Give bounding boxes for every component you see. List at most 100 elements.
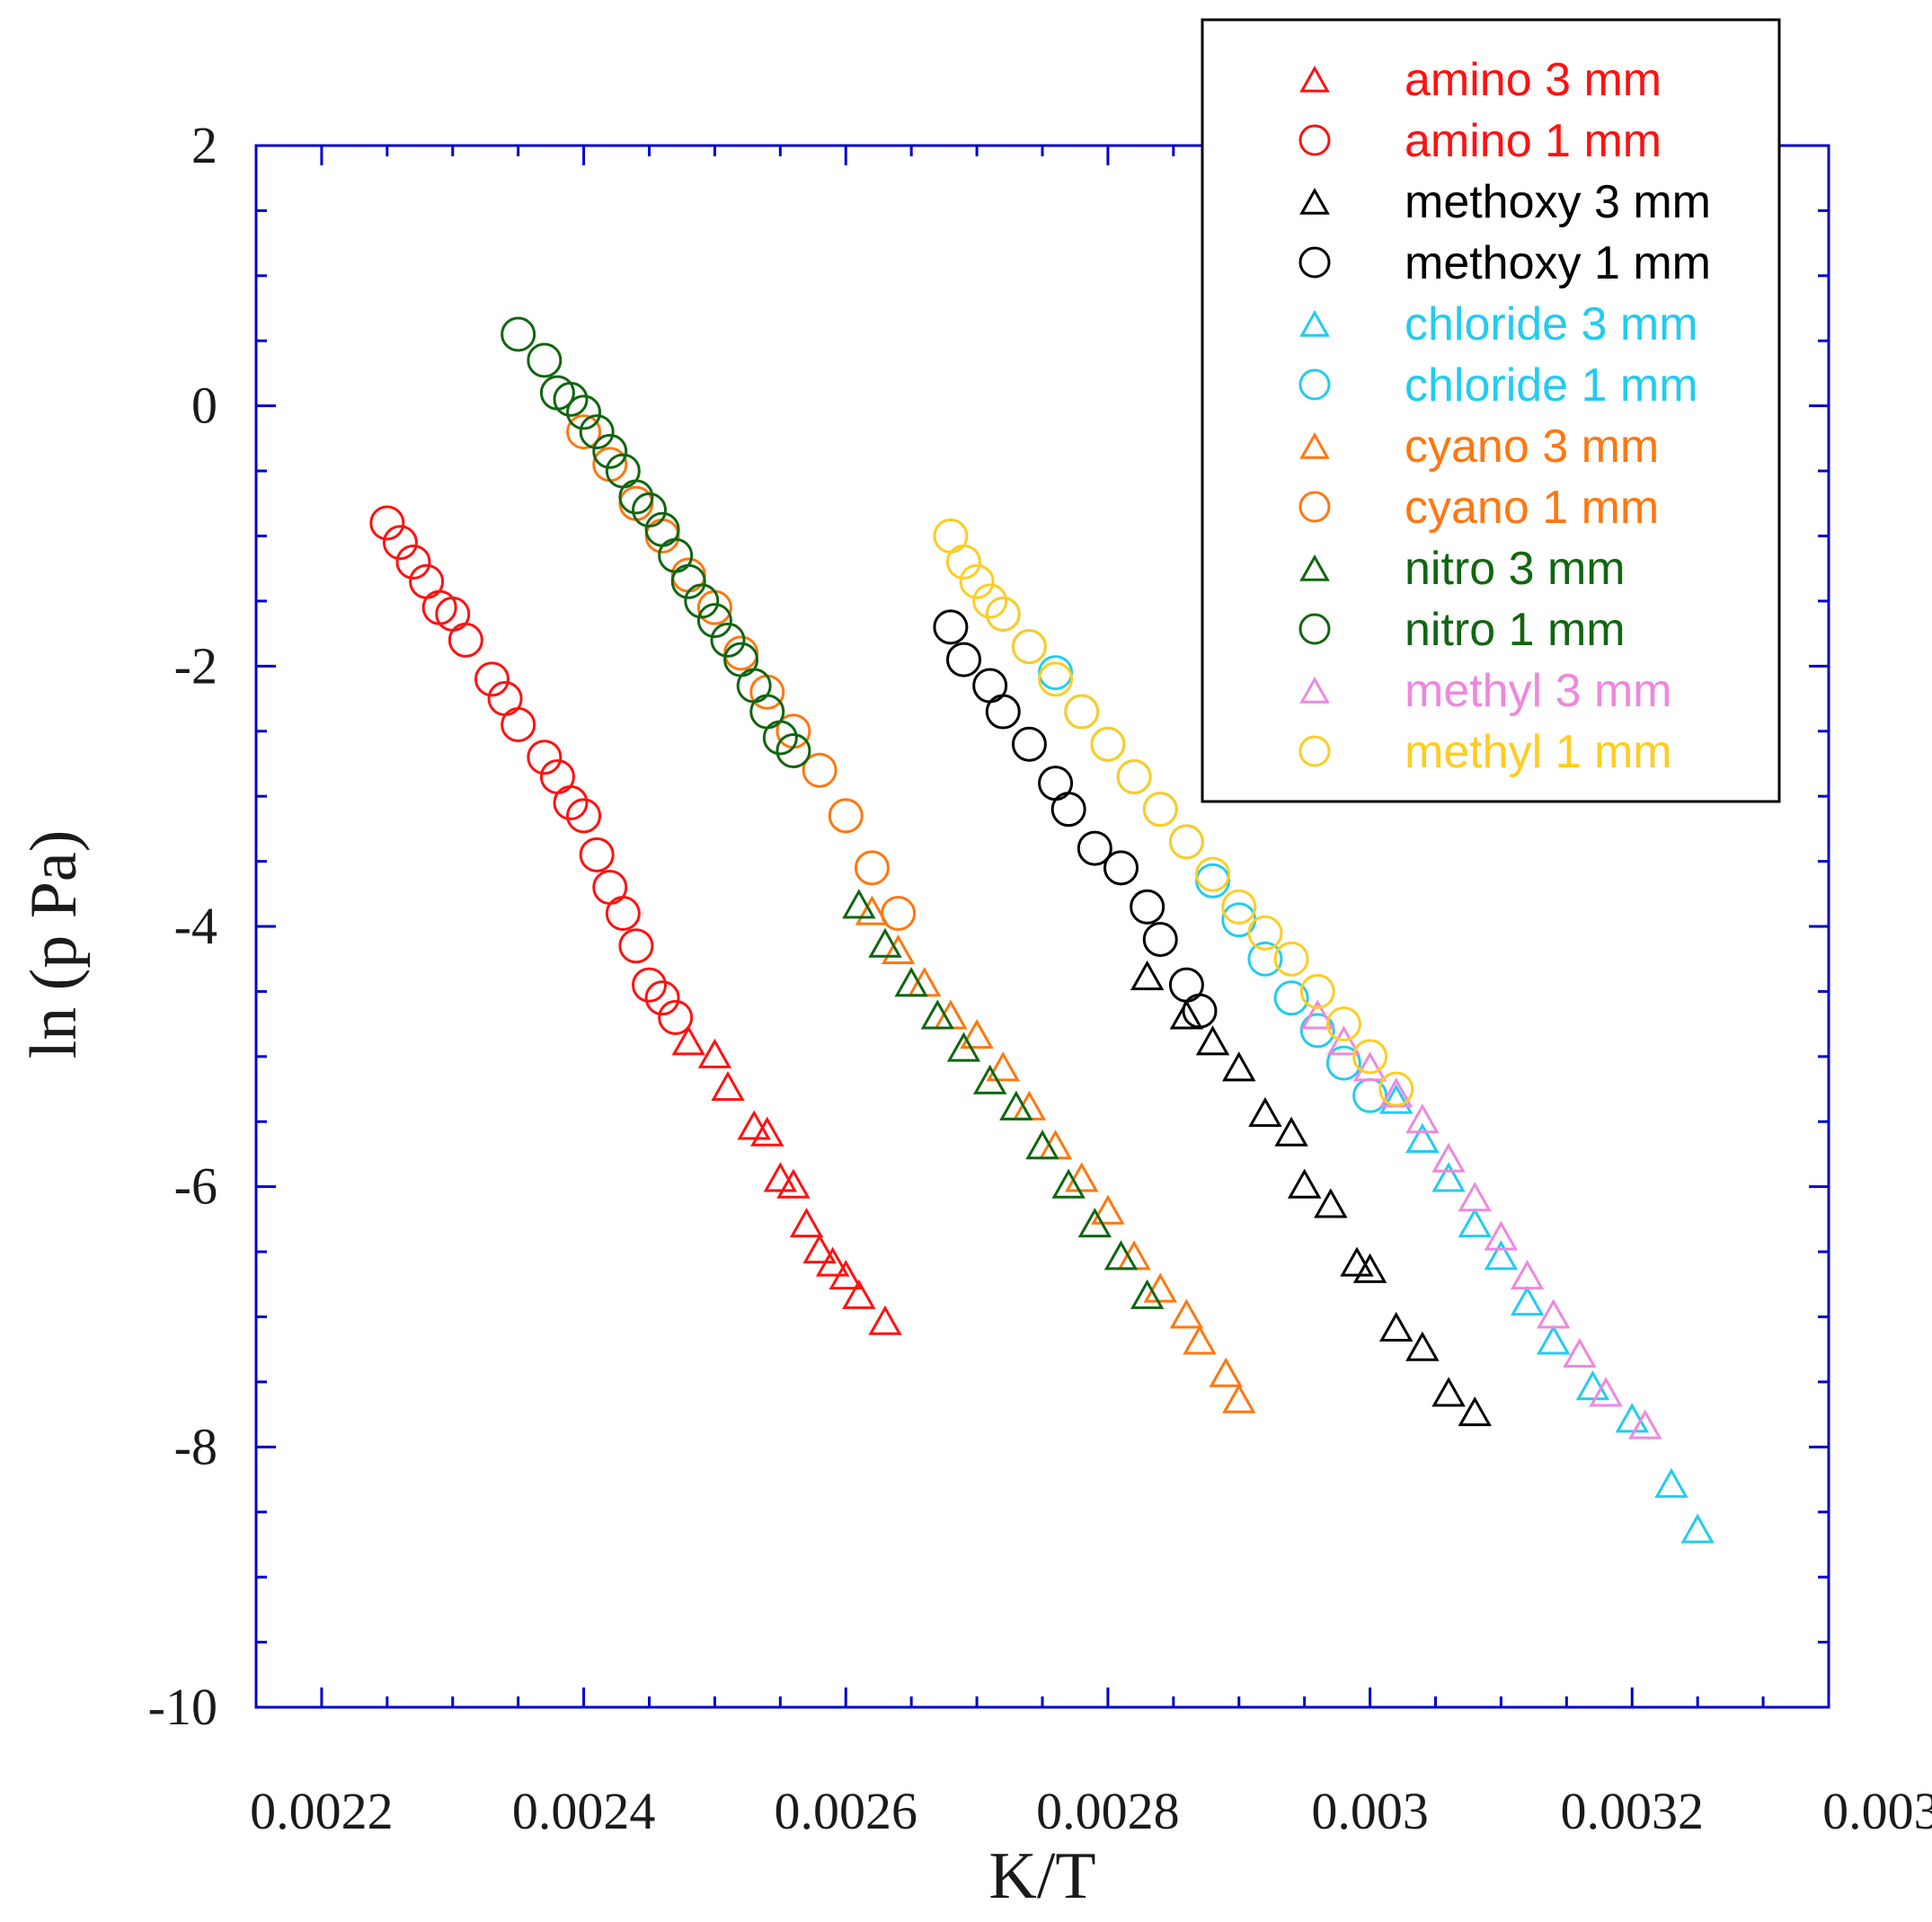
- series-chloride-3-mm: [1379, 1084, 1715, 1544]
- legend-label: amino 3 mm: [1405, 54, 1662, 106]
- legend-entry: amino 3 mm: [1299, 54, 1662, 106]
- data-point: [1103, 1240, 1139, 1271]
- data-point: [1169, 1298, 1204, 1329]
- data-point: [842, 1279, 876, 1309]
- data-point: [670, 563, 706, 599]
- data-point: [1221, 889, 1257, 925]
- data-point: [1510, 1285, 1545, 1316]
- data-point: [946, 544, 981, 580]
- data-point: [1091, 1194, 1125, 1225]
- data-point: [1299, 973, 1335, 1009]
- data-point: [737, 1110, 771, 1140]
- data-point: [1248, 1096, 1282, 1128]
- data-point: [855, 895, 890, 926]
- major-ticks: [256, 144, 1829, 1709]
- data-point: [553, 784, 589, 820]
- series-nitro-1-mm: [501, 316, 811, 768]
- data-point: [1038, 766, 1074, 802]
- data-point: [1575, 1370, 1610, 1401]
- data-point: [369, 505, 405, 541]
- data-point: [1628, 1409, 1662, 1439]
- data-point: [527, 740, 563, 775]
- data-point: [382, 525, 418, 561]
- data-point: [750, 1116, 784, 1147]
- data-point: [697, 1038, 732, 1068]
- data-point: [1195, 1025, 1230, 1056]
- data-point: [1326, 1025, 1361, 1056]
- legend-label: nitro 3 mm: [1405, 543, 1626, 595]
- data-point: [985, 596, 1021, 632]
- data-point: [868, 927, 902, 958]
- data-point: [1130, 960, 1165, 990]
- data-point: [1615, 1403, 1649, 1433]
- legend-entry: methyl 1 mm: [1298, 726, 1672, 778]
- data-point: [920, 999, 955, 1030]
- data-point: [632, 492, 667, 528]
- data-point: [1064, 694, 1100, 730]
- data-point: [1247, 941, 1283, 977]
- data-point: [1287, 1168, 1322, 1199]
- legend-label: cyano 3 mm: [1405, 421, 1659, 473]
- data-points: [369, 316, 1715, 1544]
- data-point: [1247, 915, 1283, 951]
- y-tick-label: 0: [191, 376, 217, 435]
- data-point: [421, 589, 457, 625]
- data-point: [1077, 830, 1112, 866]
- x-tick-label: 0.0034: [1822, 1782, 1932, 1840]
- legend-entry: methoxy 3 mm: [1299, 176, 1711, 228]
- data-point: [829, 1260, 863, 1290]
- legend-marker: [1298, 735, 1331, 767]
- data-point: [553, 381, 589, 417]
- legend-marker: [1298, 368, 1331, 401]
- data-point: [842, 889, 876, 919]
- legend-label: nitro 1 mm: [1405, 604, 1626, 656]
- data-point: [1458, 1396, 1492, 1427]
- legend-label: methoxy 3 mm: [1405, 176, 1711, 228]
- data-point: [828, 798, 864, 834]
- data-point: [1143, 1272, 1177, 1303]
- data-point: [972, 1064, 1007, 1094]
- legend-entry: methoxy 1 mm: [1298, 237, 1711, 289]
- data-point: [658, 999, 694, 1035]
- y-axis-label: ln (p Pa): [17, 830, 91, 1059]
- data-point: [1182, 993, 1218, 1029]
- x-tick-label: 0.0022: [250, 1782, 394, 1840]
- legend-entry: amino 1 mm: [1298, 115, 1662, 167]
- data-point: [868, 1305, 902, 1335]
- data-point: [1195, 863, 1231, 899]
- legend-marker: [1299, 554, 1330, 581]
- data-point: [1195, 856, 1231, 892]
- series-amino-3-mm: [671, 1025, 902, 1335]
- data-point: [1183, 1324, 1217, 1355]
- data-point: [1431, 1377, 1466, 1407]
- data-point: [579, 414, 615, 450]
- series-methyl-1-mm: [933, 518, 1414, 1107]
- data-point: [802, 752, 837, 788]
- data-point: [723, 635, 759, 671]
- data-point: [789, 1208, 824, 1238]
- legend-marker: [1299, 431, 1330, 459]
- data-point: [986, 1051, 1020, 1082]
- x-tick-labels: 0.0022 0.0024 0.0026 0.0028 0.003 0.0032 0.003…: [250, 1782, 1932, 1840]
- data-point: [1103, 850, 1139, 886]
- data-point: [579, 837, 615, 872]
- data-point: [1050, 792, 1086, 828]
- data-point: [1352, 1253, 1387, 1283]
- data-point: [592, 870, 628, 906]
- data-point: [1484, 1240, 1519, 1271]
- data-point: [894, 967, 928, 997]
- data-point: [1168, 824, 1204, 860]
- data-point: [1458, 1208, 1492, 1238]
- data-point: [1273, 941, 1309, 977]
- data-point: [1130, 889, 1165, 925]
- data-point: [946, 642, 981, 678]
- legend-marker: [1299, 676, 1330, 704]
- x-axis-label: K/T: [988, 1839, 1095, 1913]
- data-point: [1431, 1142, 1466, 1173]
- y-tick-label: -2: [174, 636, 217, 695]
- data-point: [1169, 999, 1204, 1030]
- data-point: [1142, 792, 1178, 828]
- data-point: [999, 1090, 1033, 1120]
- data-point: [1116, 758, 1152, 794]
